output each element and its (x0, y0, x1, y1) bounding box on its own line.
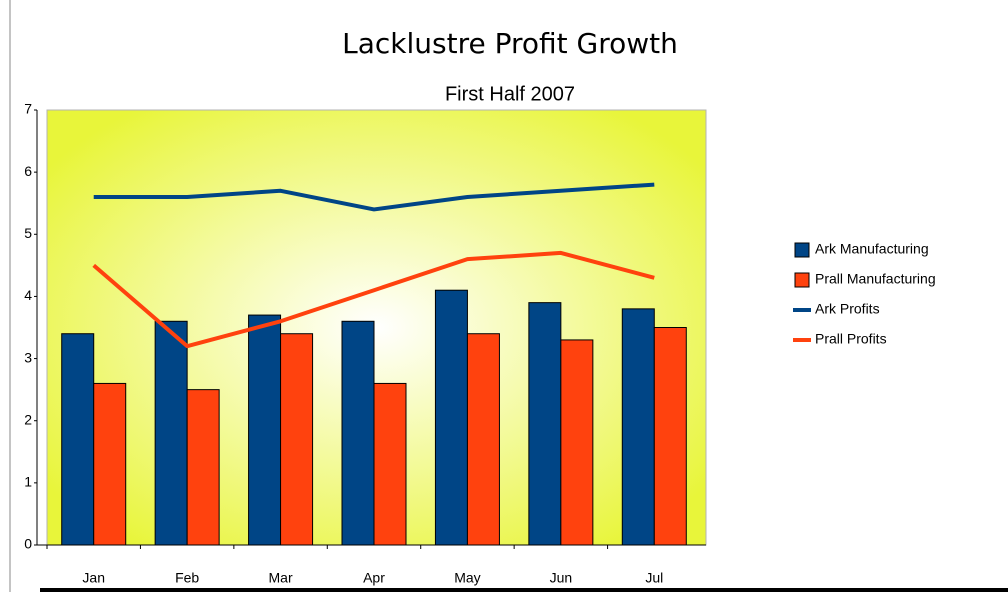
y-tick-label: 6 (24, 163, 32, 179)
legend-swatch (794, 242, 810, 258)
y-tick-label: 3 (24, 349, 32, 365)
line (93, 182, 655, 212)
legend-label: Ark Profits (815, 301, 880, 317)
bar (373, 382, 407, 546)
y-tick-label: 4 (24, 287, 32, 303)
legend-label: Prall Manufacturing (815, 271, 936, 287)
bar (434, 289, 468, 546)
bar (466, 333, 500, 546)
x-tick-label: May (454, 570, 480, 586)
y-tick-label: 5 (24, 225, 32, 241)
line (92, 250, 655, 349)
chart-subtitle: First Half 2007 (445, 83, 575, 105)
x-tick-label: Apr (363, 570, 385, 586)
x-tick-label: Jun (550, 570, 573, 586)
bar (154, 320, 188, 546)
bar (653, 327, 687, 546)
bar (341, 320, 375, 546)
x-tick-label: Feb (175, 570, 199, 586)
bar (248, 314, 282, 546)
legend-swatch (794, 272, 810, 288)
y-tick-label: 0 (24, 536, 32, 552)
bar (186, 389, 220, 546)
chart-title: Lacklustre Profit Growth (342, 27, 678, 60)
x-tick-label: Jan (82, 570, 105, 586)
bar (560, 339, 594, 546)
y-tick-label: 2 (24, 411, 32, 427)
x-tick-label: Jul (645, 570, 663, 586)
y-tick-label: 1 (24, 474, 32, 490)
x-tick-label: Mar (269, 570, 293, 586)
bar (621, 308, 655, 546)
y-tick-label: 7 (24, 101, 32, 117)
bar (61, 333, 95, 546)
bar (528, 302, 562, 546)
bar (280, 333, 314, 546)
bar (93, 382, 127, 546)
legend-label: Ark Manufacturing (815, 241, 929, 257)
legend-label: Prall Profits (815, 331, 887, 347)
